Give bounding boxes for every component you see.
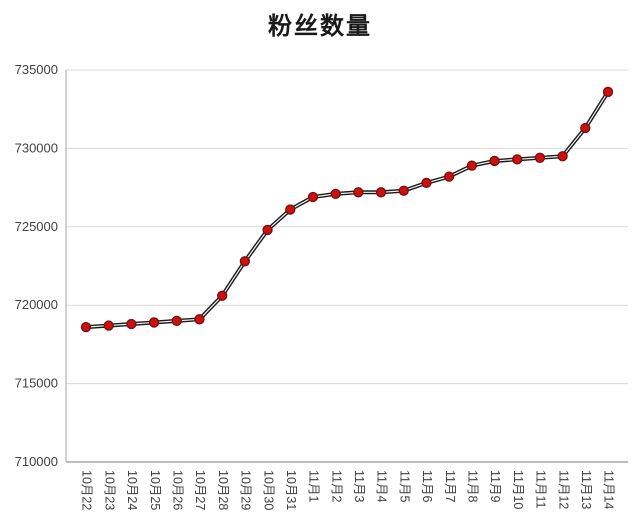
x-tick-label: 11月10 <box>511 470 525 509</box>
data-point-marker <box>375 187 387 198</box>
series-line-outer <box>84 89 610 330</box>
x-tick-label: 10月26 <box>170 470 184 510</box>
data-point-marker <box>512 154 523 165</box>
data-point-marker <box>103 320 114 331</box>
data-point-marker <box>489 155 500 167</box>
x-tick-label: 11月7 <box>443 470 457 502</box>
chart-title: 粉丝数量 <box>268 13 372 40</box>
data-point-marker <box>557 151 568 162</box>
x-tick-label: 11月11 <box>534 470 548 509</box>
x-tick-label: 10月31 <box>284 470 298 510</box>
x-tick-label: 10月27 <box>193 470 207 510</box>
data-point-marker <box>330 188 341 200</box>
data-point-marker <box>148 317 160 328</box>
data-point-marker <box>534 152 546 163</box>
data-point-marker <box>126 318 137 330</box>
x-tick-label: 11月8 <box>466 470 480 502</box>
x-tick-label: 11月3 <box>352 470 366 502</box>
y-tick-label: 725000 <box>15 219 58 234</box>
data-point-marker <box>239 256 251 267</box>
x-tick-label: 11月9 <box>488 470 502 502</box>
x-tick-label: 10月23 <box>102 470 116 510</box>
y-tick-label: 730000 <box>15 140 58 155</box>
data-point-marker <box>194 314 205 325</box>
data-point-marker <box>421 177 432 189</box>
data-point-marker <box>353 187 364 198</box>
data-point-marker <box>217 290 228 301</box>
x-tick-label: 11月12 <box>556 470 570 509</box>
x-tick-label: 10月30 <box>261 470 275 510</box>
series-line-inner <box>85 91 609 328</box>
data-point-marker <box>307 191 319 203</box>
x-tick-label: 10月22 <box>80 470 94 510</box>
y-tick-label: 735000 <box>15 62 58 77</box>
x-tick-label: 11月14 <box>602 470 616 509</box>
data-point-marker <box>398 185 409 196</box>
data-point-marker <box>171 315 182 327</box>
x-tick-label: 11月4 <box>375 470 389 502</box>
x-tick-label: 11月6 <box>420 470 434 502</box>
x-tick-label: 11月13 <box>579 470 593 509</box>
x-tick-label: 11月1 <box>307 470 321 502</box>
x-tick-label: 11月5 <box>397 470 411 502</box>
y-tick-label: 715000 <box>15 376 58 391</box>
data-point-marker <box>285 204 296 215</box>
x-tick-label: 11月2 <box>329 470 343 502</box>
x-tick-label: 10月29 <box>239 470 253 510</box>
data-point-marker <box>580 122 591 134</box>
x-tick-label: 10月25 <box>148 470 162 510</box>
y-tick-label: 720000 <box>15 297 58 312</box>
x-tick-label: 10月28 <box>216 470 230 510</box>
y-tick-label: 710000 <box>15 454 58 469</box>
data-point-marker <box>466 160 477 171</box>
data-point-marker <box>80 322 92 333</box>
x-tick-label: 10月24 <box>125 470 139 510</box>
data-point-marker <box>443 171 455 182</box>
data-point-marker <box>262 224 273 236</box>
data-point-marker <box>602 86 614 98</box>
